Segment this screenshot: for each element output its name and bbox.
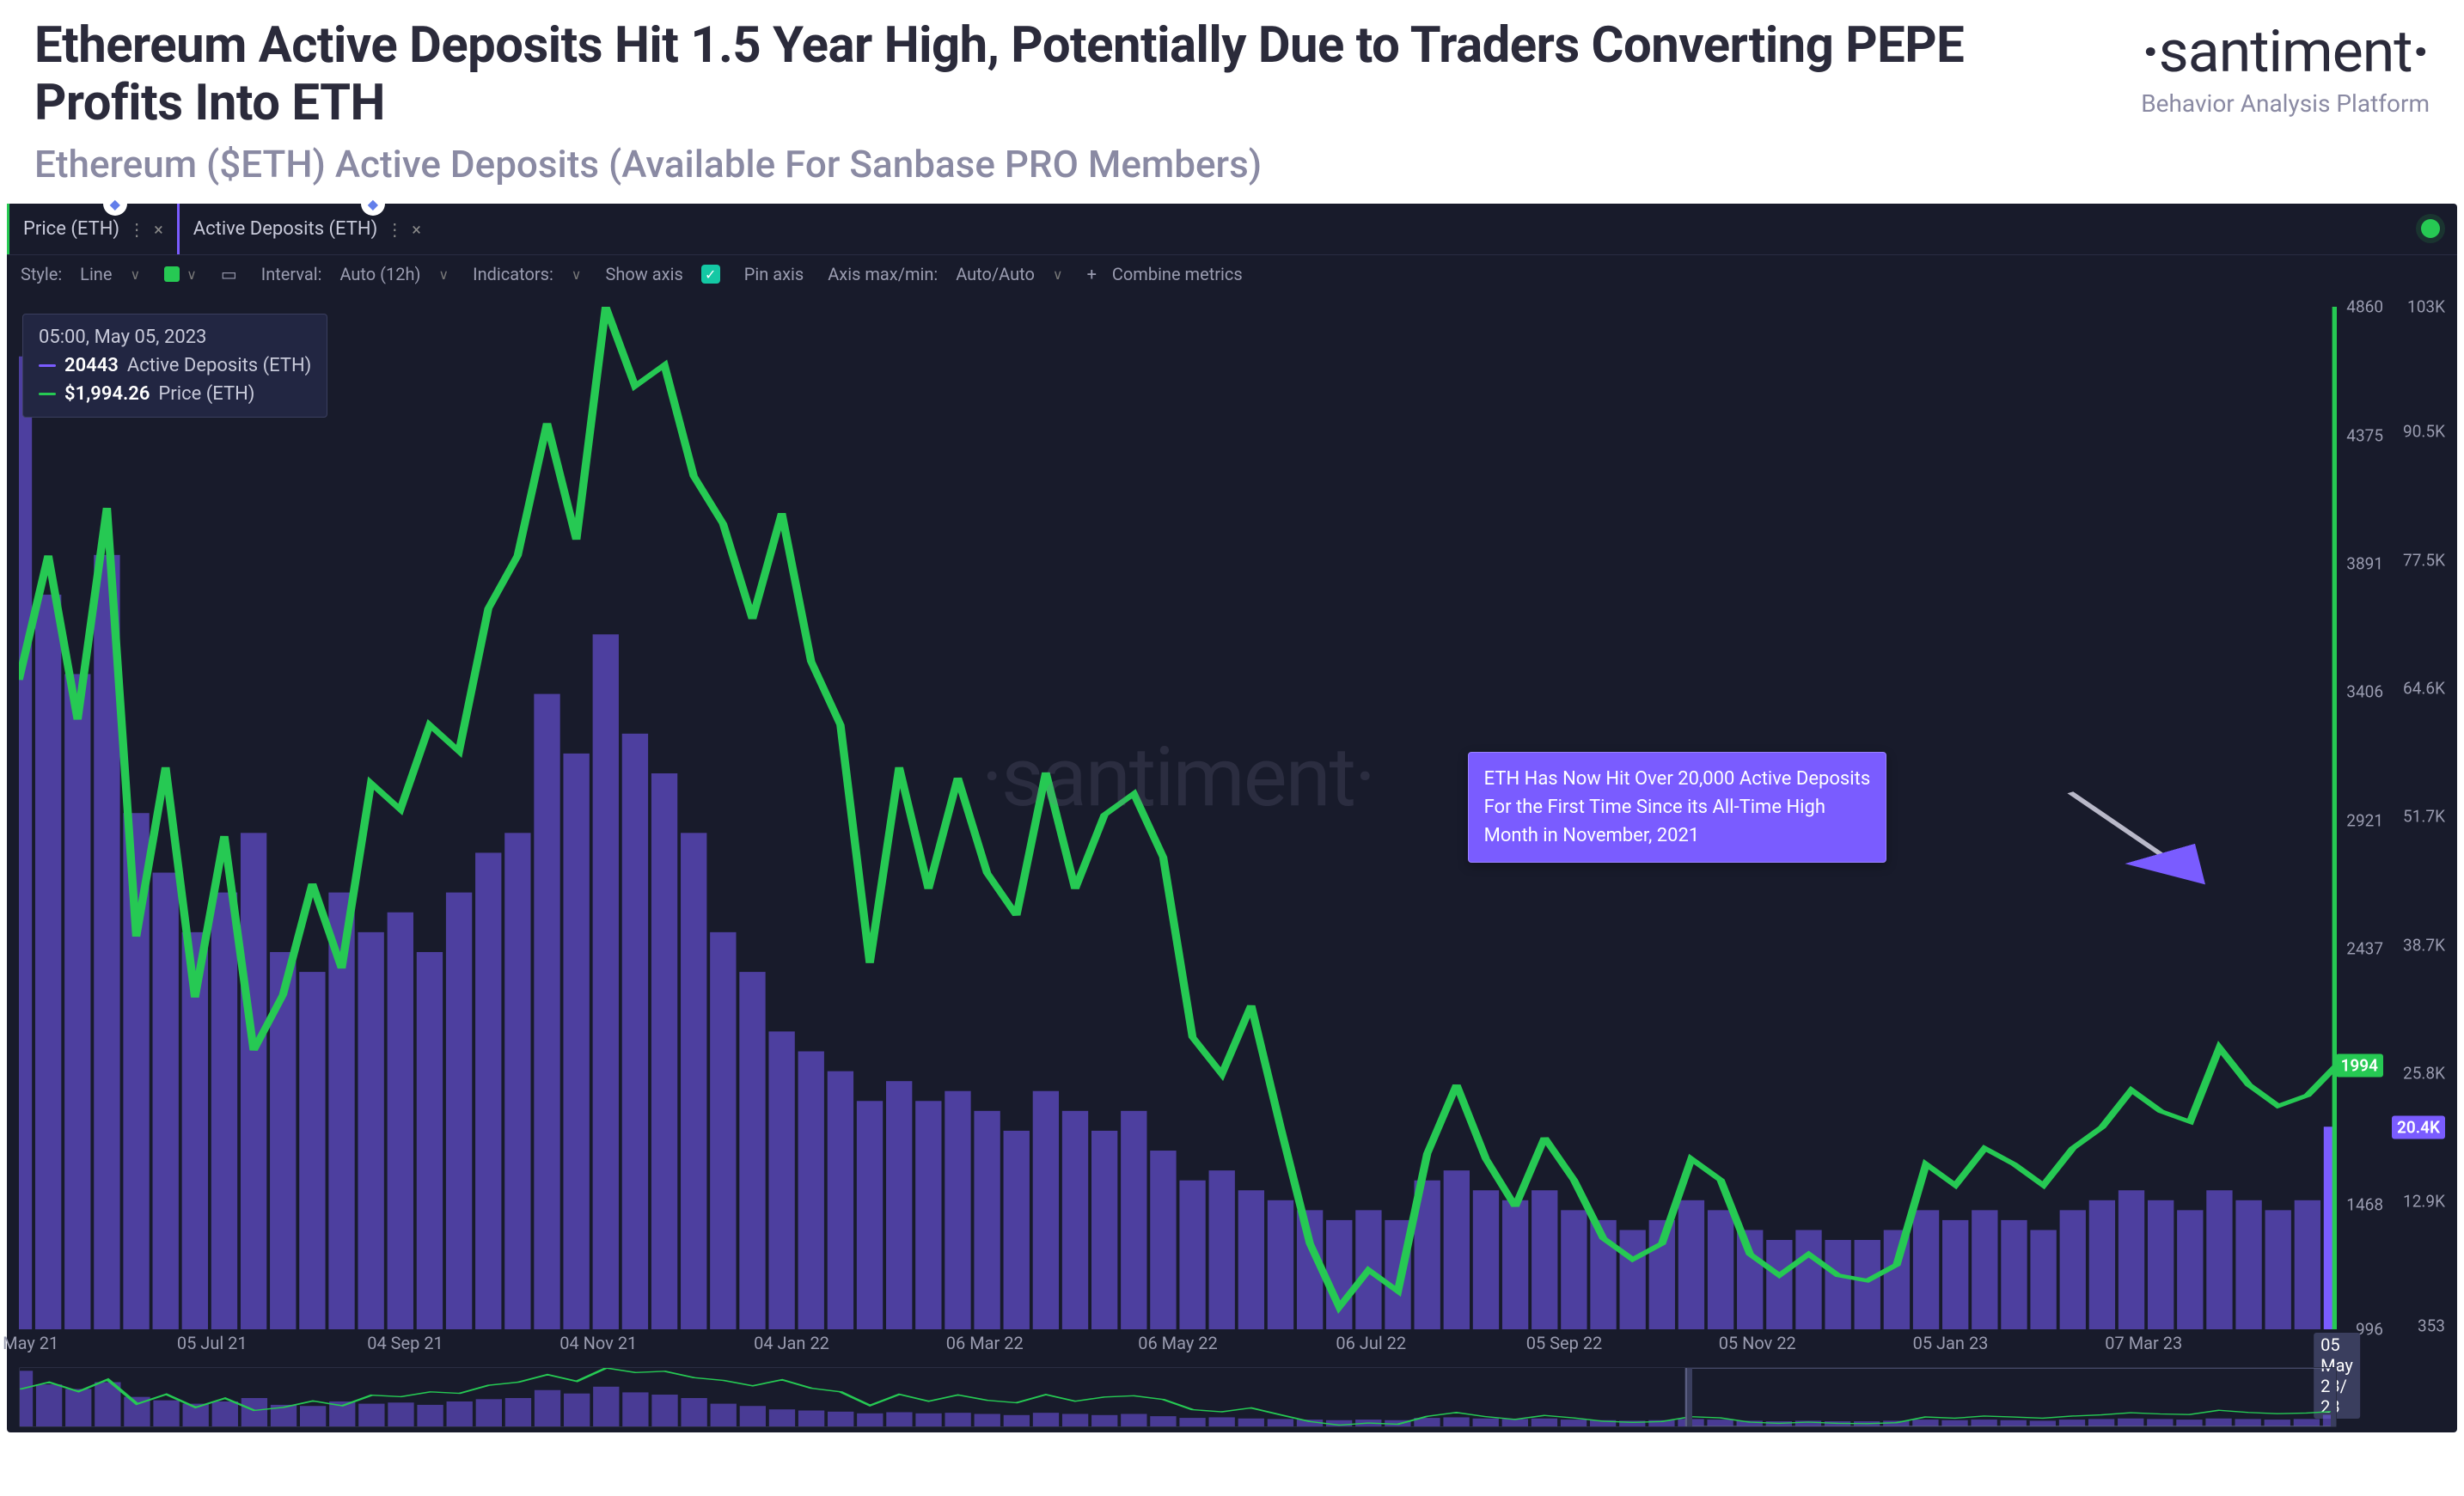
x-tick: 07 Mar 23: [2105, 1333, 2182, 1353]
indicators-selector[interactable]: Indicators: ∨: [473, 264, 581, 284]
tab-price-label: Price (ETH): [23, 218, 119, 240]
chart-container: ◆ Price (ETH) ⋮ × ◆ Active Deposits (ETH…: [7, 204, 2457, 1432]
x-tick: 05 Jul 21: [177, 1333, 248, 1353]
hover-price-label: Price (ETH): [158, 383, 254, 405]
close-icon[interactable]: ×: [154, 219, 163, 240]
annotation-line: For the First Time Since its All-Time Hi…: [1484, 793, 1871, 821]
chevron-down-icon: ∨: [438, 266, 449, 283]
axis-minmax-selector[interactable]: Axis max/min: Auto/Auto ∨: [828, 264, 1062, 284]
y-tick-deposits: 51.7K: [2403, 807, 2445, 827]
chevron-down-icon: ∨: [186, 266, 197, 283]
chart-svg: [19, 307, 2337, 1329]
y-tick-deposits: 25.8K: [2403, 1064, 2445, 1084]
hover-row-deposits: 20443 Active Deposits (ETH): [39, 355, 311, 376]
annotation-callout[interactable]: ETH Has Now Hit Over 20,000 Active Depos…: [1468, 752, 1887, 863]
x-tick: 04 Jan 22: [754, 1333, 829, 1353]
tab-deposits-label: Active Deposits (ETH): [193, 218, 378, 240]
kebab-icon[interactable]: ⋮: [386, 219, 403, 240]
y-tick-deposits: 103K: [2407, 297, 2445, 317]
ethereum-icon: ◆: [103, 192, 127, 216]
kebab-icon[interactable]: ⋮: [128, 219, 145, 240]
x-tick: 06 Mar 22: [946, 1333, 1024, 1353]
color-picker[interactable]: ∨: [164, 266, 197, 283]
page-subtitle: Ethereum ($ETH) Active Deposits (Availab…: [34, 142, 2106, 186]
close-icon[interactable]: ×: [412, 219, 421, 240]
hover-row-price: $1,994.26 Price (ETH): [39, 383, 311, 405]
y-tick-price: 1468: [2346, 1195, 2383, 1215]
show-axis-toggle[interactable]: Show axis ✓: [606, 264, 720, 284]
header: Ethereum Active Deposits Hit 1.5 Year Hi…: [0, 0, 2464, 195]
chevron-down-icon: ∨: [1053, 266, 1063, 283]
x-tick: 05 Sep 22: [1526, 1333, 1603, 1353]
toolbar: Style: Line ∨ ∨ ▭ Interval: Auto (12h) ∨…: [7, 255, 2457, 293]
y-tick-price: 1994: [2336, 1056, 2383, 1076]
y-axis-price: 99614681994243729213406389143754860: [2337, 307, 2383, 1329]
y-tick-price: 2921: [2346, 810, 2383, 830]
x-tick: 06 Jul 22: [1336, 1333, 1406, 1353]
check-icon: ✓: [701, 265, 720, 284]
x-tick: 06 May 22: [1138, 1333, 1218, 1353]
y-tick-deposits: 64.6K: [2403, 679, 2445, 699]
plot-area[interactable]: ·santiment· ETH Has Now Hit Over 20,000 …: [19, 307, 2337, 1329]
combine-metrics-button[interactable]: + Combine metrics: [1087, 264, 1243, 284]
title-block: Ethereum Active Deposits Hit 1.5 Year Hi…: [34, 17, 2106, 186]
x-tick: 05 Nov 22: [1719, 1333, 1796, 1353]
y-tick-deposits: 353: [2418, 1316, 2445, 1336]
pin-axis-toggle[interactable]: Pin axis: [744, 264, 804, 284]
brand-logo: ·santiment·: [2141, 17, 2430, 86]
y-tick-price: 3406: [2346, 682, 2383, 702]
x-tick: 05 May 21: [0, 1333, 58, 1353]
y-tick-price: 4375: [2346, 425, 2383, 445]
style-selector[interactable]: Style: Line ∨: [21, 264, 140, 284]
y-tick-deposits: 20.4K: [2392, 1117, 2445, 1137]
x-tick: 04 Sep 21: [367, 1333, 443, 1353]
series-swatch-icon: [39, 364, 56, 367]
hover-deposits-value: 20443: [64, 355, 119, 376]
x-axis: 05 May 2105 Jul 2104 Sep 2104 Nov 2104 J…: [19, 1333, 2337, 1359]
y-tick-deposits: 38.7K: [2403, 936, 2445, 956]
interval-selector[interactable]: Interval: Auto (12h) ∨: [261, 264, 449, 284]
y-tick-price: 4860: [2346, 297, 2383, 317]
ethereum-icon: ◆: [361, 192, 385, 216]
brand-tagline: Behavior Analysis Platform: [2141, 89, 2430, 118]
hover-timestamp: 05:00, May 05, 2023: [39, 327, 311, 348]
brand-block: ·santiment· Behavior Analysis Platform: [2141, 17, 2430, 118]
y-tick-deposits: 90.5K: [2403, 421, 2445, 441]
minimap-handle-left[interactable]: [1687, 1368, 1692, 1426]
tab-price[interactable]: ◆ Price (ETH) ⋮ ×: [7, 204, 177, 254]
minimap-handle-right[interactable]: [2331, 1368, 2336, 1426]
series-swatch-icon: [39, 393, 56, 395]
x-tick: 04 Nov 21: [559, 1333, 637, 1353]
hover-deposits-label: Active Deposits (ETH): [127, 355, 312, 376]
live-indicator-icon[interactable]: [2421, 219, 2440, 238]
hover-price-value: $1,994.26: [64, 383, 150, 405]
chevron-down-icon: ∨: [130, 266, 140, 283]
annotation-line: ETH Has Now Hit Over 20,000 Active Depos…: [1484, 765, 1871, 793]
tab-deposits[interactable]: ◆ Active Deposits (ETH) ⋮ ×: [177, 204, 435, 254]
overview-minimap[interactable]: [19, 1367, 2337, 1427]
y-axis-deposits: 35312.9K20.4K25.8K38.7K51.7K64.6K77.5K90…: [2392, 307, 2445, 1329]
page-title: Ethereum Active Deposits Hit 1.5 Year Hi…: [34, 17, 2106, 131]
annotation-line: Month in November, 2021: [1484, 821, 1871, 850]
y-tick-price: 2437: [2346, 938, 2383, 958]
axis-toggle-icon[interactable]: ▭: [221, 264, 237, 284]
y-tick-price: 3891: [2346, 553, 2383, 573]
tabs-row: ◆ Price (ETH) ⋮ × ◆ Active Deposits (ETH…: [7, 204, 2457, 255]
y-tick-deposits: 77.5K: [2403, 550, 2445, 570]
hover-tooltip: 05:00, May 05, 2023 20443 Active Deposit…: [22, 314, 327, 418]
chevron-down-icon: ∨: [572, 266, 582, 283]
y-tick-deposits: 12.9K: [2403, 1192, 2445, 1212]
x-tick: 05 Jan 23: [1913, 1333, 1989, 1353]
minimap-svg: [20, 1368, 2336, 1426]
